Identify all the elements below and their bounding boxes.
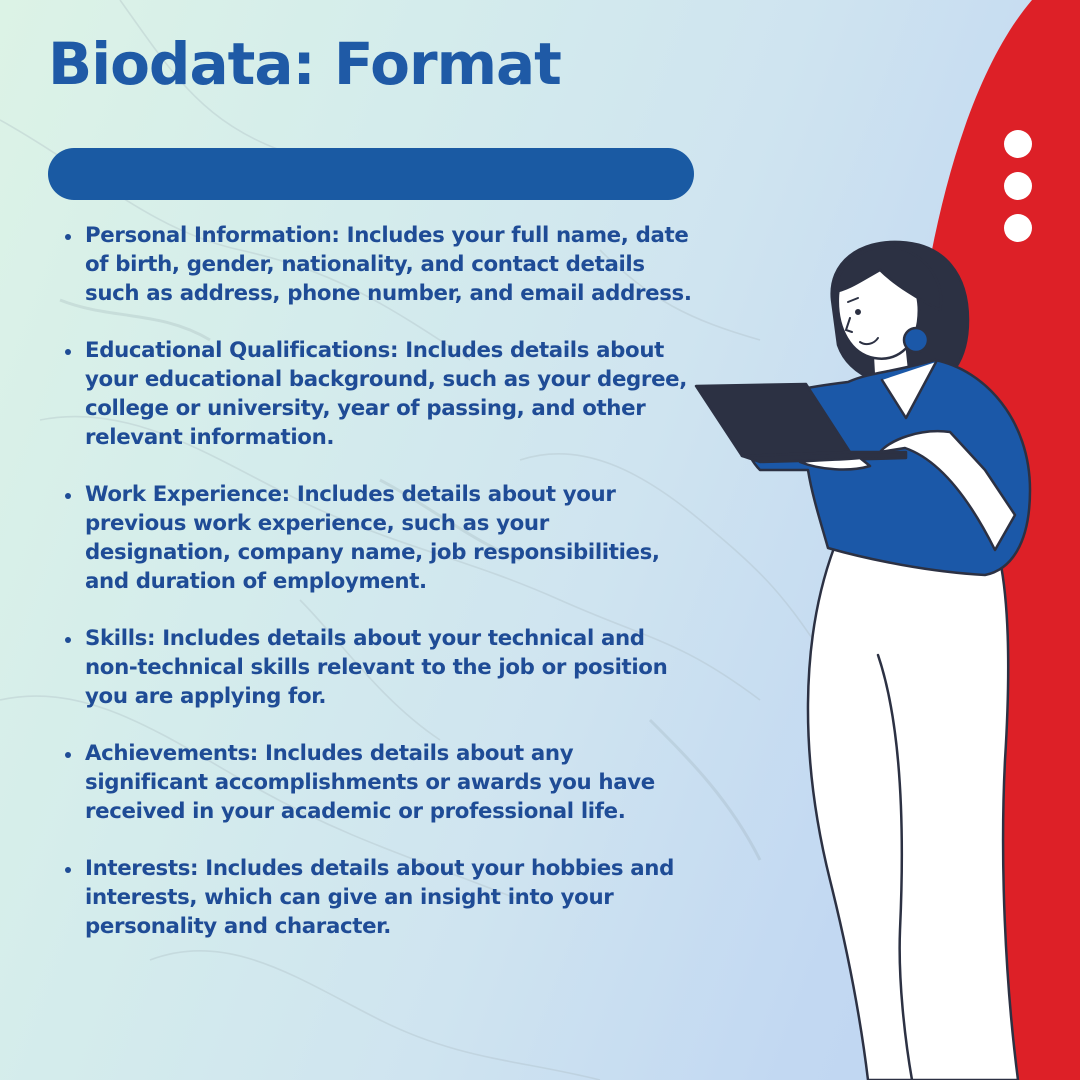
laptop-base (740, 450, 908, 464)
list-item: Work Experience: Includes details about … (60, 480, 700, 596)
eyebrow (847, 297, 859, 303)
decorative-dot (1004, 130, 1032, 158)
arm-right (878, 429, 1017, 552)
page-title: Biodata: Format (48, 30, 562, 98)
bullet-text: Work Experience: Includes details about … (85, 482, 660, 594)
trouser-crease (876, 653, 914, 1080)
trousers (806, 546, 1020, 1080)
bullet-text: Interests: Includes details about your h… (85, 856, 674, 939)
hair-front (832, 245, 943, 312)
earring (902, 326, 930, 354)
list-item: Skills: Includes details about your tech… (60, 624, 700, 711)
eye (855, 309, 861, 315)
bullet-icon (65, 752, 71, 758)
bullet-text: Personal Information: Includes your full… (85, 223, 692, 306)
mouth (859, 337, 879, 346)
list-item: Interests: Includes details about your h… (60, 854, 700, 941)
bullet-icon (65, 493, 71, 499)
decorative-dot (1004, 172, 1032, 200)
bullet-icon (65, 234, 71, 240)
list-item: Personal Information: Includes your full… (60, 221, 700, 308)
hand-left (798, 456, 872, 471)
nose (844, 317, 853, 333)
list-item: Educational Qualifications: Includes det… (60, 336, 700, 452)
bullet-icon (65, 349, 71, 355)
bullet-icon (65, 867, 71, 873)
decorative-dot (1004, 214, 1032, 242)
bullet-text: Achievements: Includes details about any… (85, 741, 655, 824)
bullet-text: Educational Qualifications: Includes det… (85, 338, 688, 450)
bullet-text: Skills: Includes details about your tech… (85, 626, 668, 709)
list-item: Achievements: Includes details about any… (60, 739, 700, 826)
blouse-collar (880, 360, 938, 420)
title-accent-bar (48, 148, 694, 200)
bullet-list: Personal Information: Includes your full… (60, 221, 700, 969)
bullet-icon (65, 637, 71, 643)
